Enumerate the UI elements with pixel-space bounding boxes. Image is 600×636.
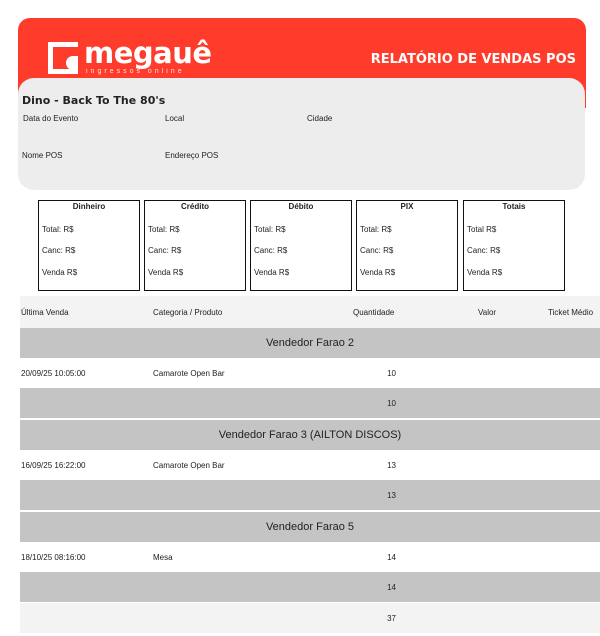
payment-total: Total: R$ [360, 225, 392, 234]
payment-canceled: Canc: R$ [360, 246, 394, 255]
report-title: RELATÓRIO DE VENDAS POS [370, 52, 576, 67]
subtotal-quantity: 14 [387, 583, 396, 592]
payment-sales: Venda R$ [42, 268, 78, 277]
subtotal-row: 13 [20, 480, 600, 510]
payment-total: Total: R$ [42, 225, 74, 234]
payment-canceled: Canc: R$ [254, 246, 288, 255]
sale-product: Camarote Open Bar [153, 369, 225, 378]
seller-name: Vendedor Farao 2 [265, 337, 355, 349]
payment-title: Totais [502, 202, 526, 211]
payment-sales: Venda R$ [148, 268, 184, 277]
event-local-label: Local [165, 114, 185, 123]
payment-sales: Venda R$ [360, 268, 396, 277]
payment-sales: Venda R$ [254, 268, 290, 277]
sale-date: 16/09/25 16:22:00 [21, 461, 86, 470]
payment-title: Crédito [181, 202, 209, 211]
table-header: Última Venda Categoria / Produto Quantid… [20, 296, 600, 328]
event-city-label: Cidade [307, 114, 333, 123]
sale-product: Camarote Open Bar [153, 461, 225, 470]
sale-quantity: 10 [387, 369, 396, 378]
subtotal-row: 10 [20, 388, 600, 418]
table-row: 16/09/25 16:22:00 Camarote Open Bar 13 [20, 450, 600, 480]
seller-name: Vendedor Farao 3 (AILTON DISCOS) [218, 429, 402, 441]
pos-address-label: Endereço POS [165, 151, 219, 160]
column-header-last-sale: Última Venda [21, 308, 69, 317]
subtotal-row: 14 [20, 572, 600, 602]
payment-box: Dinheiro Total: R$ Canc: R$ Venda R$ [38, 200, 140, 291]
column-header-ticket: Ticket Médio [548, 308, 594, 317]
seller-name: Vendedor Farao 5 [265, 521, 355, 533]
subtotal-quantity: 10 [387, 399, 396, 408]
megaue-logo: megauê ingressos online [48, 36, 212, 78]
event-info-panel [18, 78, 585, 190]
payment-title: Débito [288, 202, 314, 211]
seller-group-row: Vendedor Farao 3 (AILTON DISCOS) [20, 420, 600, 450]
seller-group-row: Vendedor Farao 2 [20, 328, 600, 358]
sale-quantity: 14 [387, 553, 396, 562]
payment-box: Débito Total: R$ Canc: R$ Venda R$ [250, 200, 352, 291]
table-row: 20/09/25 10:05:00 Camarote Open Bar 10 [20, 358, 600, 388]
event-date-label: Data do Evento [23, 114, 79, 123]
payment-total: Total: R$ [254, 225, 286, 234]
payment-box: PIX Total: R$ Canc: R$ Venda R$ [356, 200, 458, 291]
subtotal-quantity: 13 [387, 491, 396, 500]
event-name: Dino - Back To The 80's [22, 94, 166, 107]
sale-product: Mesa [153, 553, 173, 562]
payment-sales: Venda R$ [467, 268, 503, 277]
total-quantity: 37 [387, 614, 396, 623]
payment-box: Totais Total R$ Canc: R$ Venda R$ [463, 200, 565, 291]
payment-box: Crédito Total: R$ Canc: R$ Venda R$ [144, 200, 246, 291]
total-row: 37 [20, 603, 600, 633]
payment-title: PIX [400, 202, 414, 211]
column-header-value: Valor [478, 308, 497, 317]
seller-group-row: Vendedor Farao 5 [20, 512, 600, 542]
payment-title: Dinheiro [72, 202, 106, 211]
payment-canceled: Canc: R$ [467, 246, 501, 255]
column-header-quantity: Quantidade [353, 308, 395, 317]
logo-subtitle: ingressos online [86, 68, 185, 75]
payment-canceled: Canc: R$ [148, 246, 182, 255]
sale-date: 18/10/25 08:16:00 [21, 553, 86, 562]
logo-text: megauê [84, 36, 212, 70]
payment-canceled: Canc: R$ [42, 246, 76, 255]
pos-name-label: Nome POS [22, 151, 63, 160]
payment-total: Total R$ [467, 225, 497, 234]
sale-quantity: 13 [387, 461, 396, 470]
table-row: 18/10/25 08:16:00 Mesa 14 [20, 542, 600, 572]
column-header-product: Categoria / Produto [153, 308, 223, 317]
logo-mark-icon [48, 42, 78, 74]
payment-total: Total: R$ [148, 225, 180, 234]
sale-date: 20/09/25 10:05:00 [21, 369, 86, 378]
